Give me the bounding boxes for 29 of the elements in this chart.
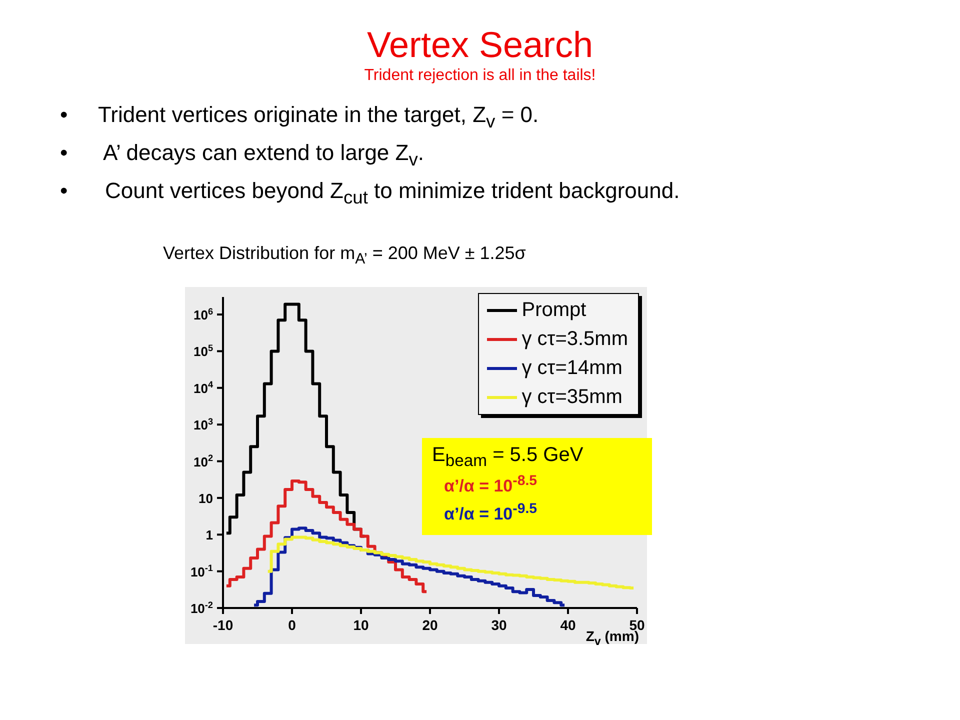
text: • A’ decays can extend to large Z$_{v}$. (60, 140, 424, 170)
legend-label: Prompt (522, 298, 586, 323)
x-tick-label: 10 (353, 617, 369, 633)
text: • Count vertices beyond Z$_{cut}$ to minimize trident background. (60, 178, 680, 208)
text: Vertex Distribution for m$_{A’}$ = 200 MeV ± 1.25σ (163, 243, 526, 268)
chart-subtitle: Trident rejection is all in the tails! (363, 67, 597, 85)
text: • Trident vertices originate in the target, Z$_{v}$ = 0. (60, 102, 539, 132)
legend-label: γ cτ=35mm (522, 385, 622, 410)
x-tick-label: 0 (288, 617, 296, 633)
y-tick-label: 10$^{2}$ (193, 453, 213, 470)
y-tick-label: 1 (206, 528, 213, 543)
x-tick-label: -10 (212, 617, 234, 633)
annotation: α’/α = 10$^{-8.5}$ (444, 473, 538, 497)
y-tick-label: 10$^{-1}$ (190, 563, 213, 580)
x-tick-label: 30 (491, 617, 507, 633)
legend-label: γ cτ=14mm (522, 356, 622, 381)
y-tick-label: 10 (198, 490, 213, 506)
y-tick-label: 10$^{6}$ (193, 306, 213, 323)
chart-title: Vertex Search (366, 24, 594, 66)
y-tick-label: 10$^{5}$ (193, 342, 213, 360)
note-box: E$_{beam}$ = 5.5 GeV α’/α = 10$^{-8.5}$ α’/α = 10$^{-9.5}$ (422, 438, 652, 535)
x-tick-label: 40 (560, 617, 576, 633)
annotation: E$_{beam}$ = 5.5 GeV (432, 444, 584, 471)
y-tick-label: 10$^{-2}$ (190, 600, 213, 616)
legend-label: γ cτ=3.5mm (522, 327, 628, 352)
annotation: α’/α = 10$^{-9.5}$ (444, 500, 538, 524)
x-tick-label: 20 (422, 617, 438, 633)
y-tick-label: 10$^{4}$ (193, 380, 214, 396)
y-tick-label: 10$^{3}$ (193, 416, 213, 433)
